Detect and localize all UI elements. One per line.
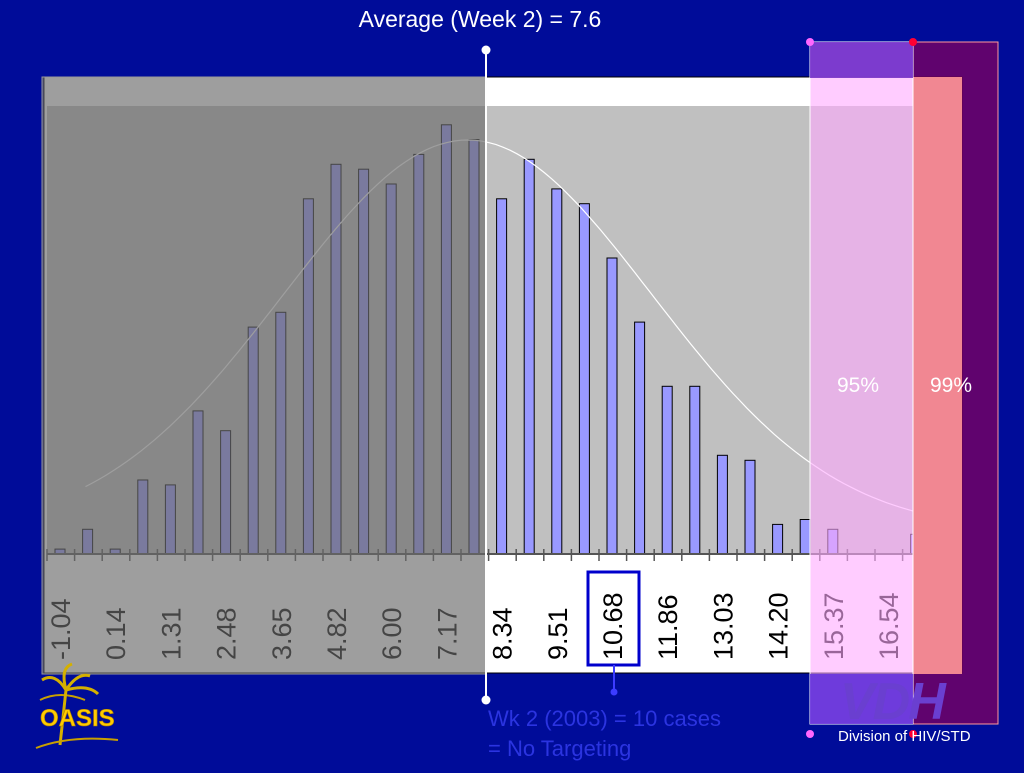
x-tick-label: 10.68 — [598, 592, 628, 660]
below-average-shade — [41, 76, 487, 675]
band-99-inner — [913, 77, 962, 674]
histogram-bar — [551, 188, 563, 555]
percentile-95-label: 95% — [837, 374, 880, 397]
histogram-bar — [606, 257, 618, 555]
division-label: Division of HIV/STD — [838, 728, 971, 745]
band-95-bottom — [810, 674, 913, 724]
annotation-line-2: = No Targeting — [488, 736, 632, 761]
band-95 — [809, 41, 914, 725]
band-95-top-dot — [806, 38, 814, 46]
percentile-99-label: 99% — [930, 374, 973, 397]
average-label: Average (Week 2) = 7.6 — [358, 6, 602, 32]
vdh-logo: VDH — [840, 673, 946, 731]
svg-text:OASIS: OASIS — [40, 705, 115, 732]
histogram-bar — [661, 385, 673, 555]
histogram-bar — [799, 519, 811, 555]
histogram-bar — [496, 198, 508, 555]
targeting-annotation: Wk 2 (2003) = 10 cases = No Targeting — [488, 704, 721, 764]
histogram-bar — [634, 321, 646, 555]
histogram-bar — [578, 203, 590, 555]
band-95-top — [810, 42, 913, 78]
average-line-bottom-dot — [481, 695, 491, 705]
x-tick-label: 9.51 — [543, 607, 573, 660]
histogram-bar — [716, 454, 728, 555]
x-tick-label: 8.34 — [488, 607, 518, 660]
band-95-bottom-dot — [806, 730, 814, 738]
oasis-logo: OASIS — [35, 662, 119, 749]
histogram-bar — [744, 459, 756, 555]
x-tick-label: 13.03 — [708, 592, 738, 660]
annotation-line-1: Wk 2 (2003) = 10 cases — [488, 706, 721, 731]
histogram-bar — [689, 385, 701, 555]
histogram-bar — [772, 523, 784, 555]
band-99-top-dot — [909, 38, 917, 46]
average-line-top-dot — [481, 45, 491, 55]
x-tick-label: 11.86 — [653, 594, 683, 660]
highlight-dot — [610, 688, 618, 696]
histogram-bar — [523, 158, 535, 555]
band-99-bottom-dot — [909, 730, 917, 738]
x-tick-label: 14.20 — [764, 592, 794, 660]
